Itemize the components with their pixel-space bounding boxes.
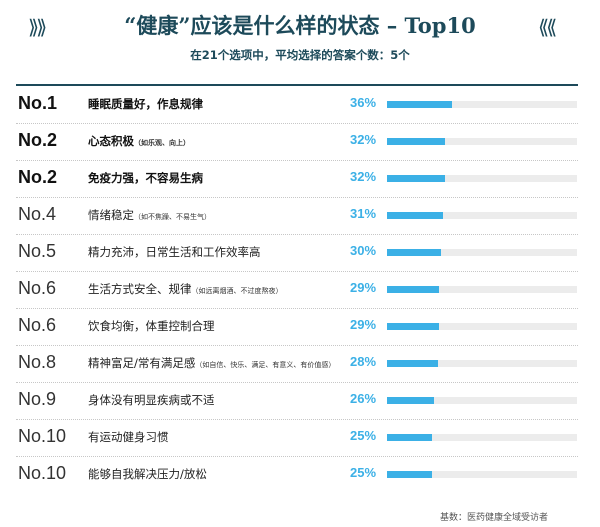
ranking-row: No.2 免疫力强，不容易生病 32% [0,160,600,197]
bar [387,323,440,330]
value-label: 25% [350,465,377,480]
bar-track [387,249,577,256]
ranking-row: No.6 生活方式安全、规律（如远离烟酒、不过度熬夜） 29% [0,271,600,308]
chart-title: “健康”应该是什么样的状态 – Top10 [124,13,476,38]
bar-track [387,434,577,441]
ranking-row: No.9 身体没有明显疾病或不适 26% [0,382,600,419]
row-separator [16,345,578,346]
rank-label: No.8 [18,352,57,372]
bar-track [387,212,577,219]
ranking-row: No.10 有运动健身习惯 25% [0,419,600,456]
bar [387,286,440,293]
ranking-row: No.1 睡眠质量好，作息规律 36% [0,86,600,123]
category-label: 精神富足/常有满足感（如自信、快乐、满足、有意义、有价值感） [88,355,335,371]
ranking-row: No.2 心态积极（如乐观、向上） 32% [0,123,600,160]
category-note: （如自信、快乐、满足、有意义、有价值感） [195,361,336,369]
value-label: 30% [350,243,377,258]
bar [387,397,434,404]
category-label: 精力充沛，日常生活和工作效率高 [88,244,261,260]
row-separator [16,197,578,198]
category-label: 睡眠质量好，作息规律 [88,96,203,112]
bar-track [387,360,577,367]
category-label: 身体没有明显疾病或不适 [88,392,215,408]
value-label: 25% [350,428,377,443]
source-note: 基数：医药健康全域受访者 [440,513,549,523]
category-text: 免疫力强，不容易生病 [88,171,203,185]
bar [387,249,442,256]
category-text: 生活方式安全、规律 [88,282,192,296]
category-label: 生活方式安全、规律（如远离烟酒、不过度熬夜） [88,281,283,297]
bar-track [387,286,577,293]
rank-label: No.5 [18,241,57,261]
bar-track [387,471,577,478]
category-text: 睡眠质量好，作息规律 [88,97,203,111]
category-text: 能够自我解决压力/放松 [88,467,207,481]
ranking-row: No.5 精力充沛，日常生活和工作效率高 30% [0,234,600,271]
rank-label: No.6 [18,278,57,298]
chevron-left-decor-icon: ⟪⟪ [538,15,557,39]
category-label: 有运动健身习惯 [88,429,169,445]
category-label: 情绪稳定（如不焦躁、不易生气） [88,207,211,223]
bar [387,101,452,108]
rank-label: No.4 [18,204,57,224]
value-label: 26% [350,391,377,406]
chart-subtitle: 在21个选项中，平均选择的答案个数：5个 [190,48,410,62]
category-text: 情绪稳定 [88,208,134,222]
rank-label: No.10 [18,463,67,483]
row-separator [16,160,578,161]
rank-label: No.6 [18,315,57,335]
chevron-right-decor-icon: ⟫⟫ [28,15,47,39]
rank-label: No.2 [18,130,58,150]
category-text: 心态积极 [88,134,134,148]
category-text: 身体没有明显疾病或不适 [88,393,215,407]
rank-label: No.2 [18,167,58,187]
row-separator [16,419,578,420]
row-separator [16,234,578,235]
category-text: 精力充沛，日常生活和工作效率高 [88,245,261,259]
bar [387,138,445,145]
header-divider [16,84,578,86]
ranking-row: No.4 情绪稳定（如不焦躁、不易生气） 31% [0,197,600,234]
bar-track [387,397,577,404]
row-separator [16,123,578,124]
value-label: 32% [350,132,377,147]
value-label: 36% [350,95,377,110]
ranking-row: No.6 饮食均衡，体重控制合理 29% [0,308,600,345]
bar [387,212,443,219]
value-label: 29% [350,317,377,332]
value-label: 29% [350,280,377,295]
bar-track [387,101,577,108]
category-label: 能够自我解决压力/放松 [88,466,207,482]
value-label: 31% [350,206,377,221]
chart-header: ⟫⟫ “健康”应该是什么样的状态 – Top10 ⟪⟪ 在21个选项中，平均选择… [0,0,600,90]
bar [387,360,438,367]
category-note: （如远离烟酒、不过度熬夜） [191,287,283,295]
row-separator [16,382,578,383]
category-text: 精神富足/常有满足感 [88,356,196,370]
row-separator [16,271,578,272]
bar-track [387,323,577,330]
category-label: 免疫力强，不容易生病 [88,170,203,186]
row-separator [16,456,578,457]
category-text: 饮食均衡，体重控制合理 [88,319,215,333]
row-separator [16,308,578,309]
bar [387,434,433,441]
bar-track [387,175,577,182]
value-label: 32% [350,169,377,184]
rank-label: No.1 [18,93,58,113]
category-label: 饮食均衡，体重控制合理 [88,318,215,334]
category-note: （如乐观、向上） [134,139,190,147]
rank-label: No.9 [18,389,57,409]
bar [387,175,445,182]
bar [387,471,433,478]
rank-label: No.10 [18,426,67,446]
category-label: 心态积极（如乐观、向上） [88,133,190,149]
value-label: 28% [350,354,377,369]
category-note: （如不焦躁、不易生气） [134,213,211,221]
category-text: 有运动健身习惯 [88,430,169,444]
bar-track [387,138,577,145]
ranking-row: No.10 能够自我解决压力/放松 25% [0,456,600,493]
ranking-row: No.8 精神富足/常有满足感（如自信、快乐、满足、有意义、有价值感） 28% [0,345,600,382]
